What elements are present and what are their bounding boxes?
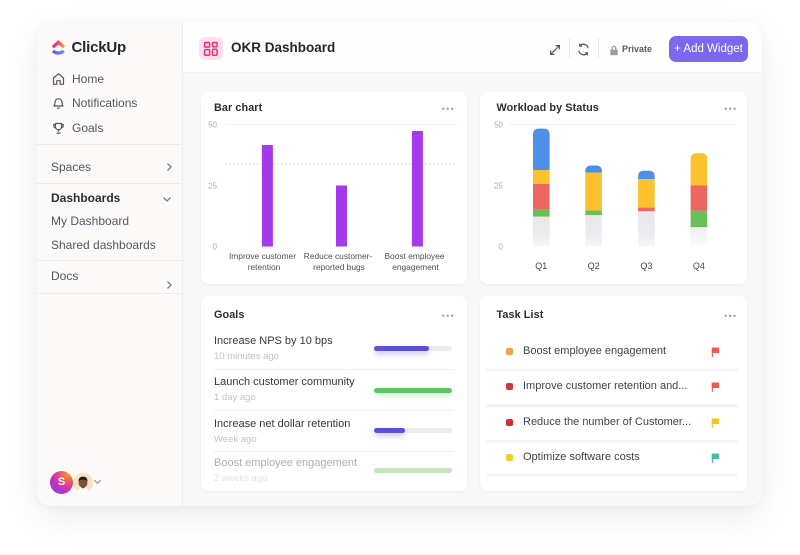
svg-text:Reduce customer-: Reduce customer- [304,251,373,261]
svg-text:retention: retention [248,262,281,272]
svg-text:25: 25 [208,182,217,191]
svg-text:50: 50 [208,121,217,130]
svg-text:Improve customer: Improve customer [229,251,296,261]
svg-text:Q3: Q3 [640,261,652,271]
svg-text:Boost employee: Boost employee [384,251,444,261]
svg-text:reported bugs: reported bugs [313,262,365,272]
svg-text:Q1: Q1 [535,261,547,271]
svg-text:50: 50 [494,121,503,130]
svg-text:0: 0 [499,243,504,252]
svg-text:25: 25 [494,182,503,191]
svg-text:engagement: engagement [392,262,439,272]
svg-text:Q2: Q2 [588,261,600,271]
svg-text:Q4: Q4 [693,261,705,271]
svg-text:0: 0 [213,243,218,252]
